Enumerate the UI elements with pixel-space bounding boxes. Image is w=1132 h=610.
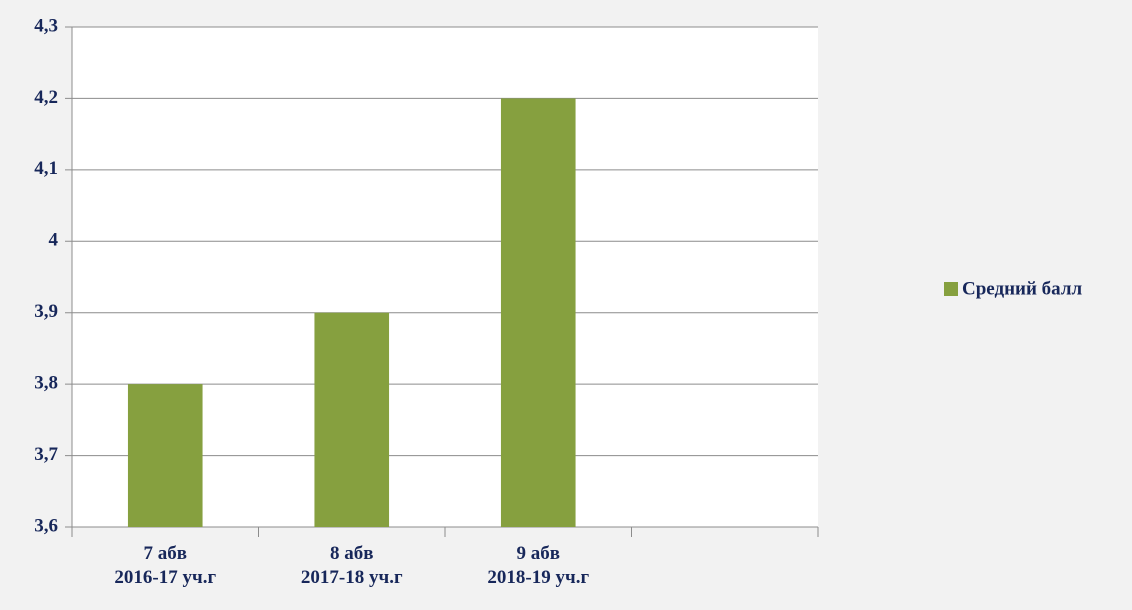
y-tick-label: 4,3 xyxy=(34,15,58,36)
y-tick-label: 4,1 xyxy=(34,158,58,179)
x-tick-label: 9 абв 2018-19 уч.г xyxy=(487,543,589,588)
y-tick-label: 3,6 xyxy=(34,515,58,536)
x-tick-label: 8 абв 2017-18 уч.г xyxy=(301,543,403,588)
legend-swatch xyxy=(944,282,958,296)
y-tick-label: 3,8 xyxy=(34,373,58,394)
y-tick-label: 3,7 xyxy=(34,444,58,465)
y-tick-label: 4,2 xyxy=(34,87,58,108)
y-tick-label: 4 xyxy=(49,230,59,251)
y-tick-label: 3,9 xyxy=(34,301,58,322)
bar xyxy=(127,384,203,527)
legend-label: Средний балл xyxy=(962,278,1083,299)
bar xyxy=(314,312,390,527)
bar xyxy=(500,98,576,527)
x-tick-label: 7 абв 2016-17 уч.г xyxy=(114,543,216,588)
